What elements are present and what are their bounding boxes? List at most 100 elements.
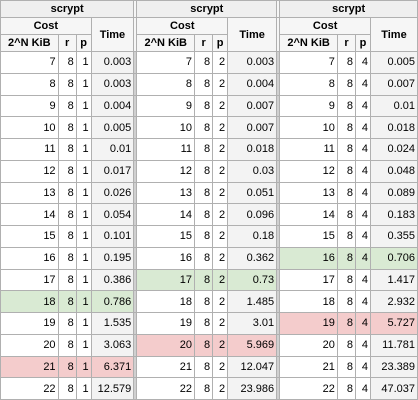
block-2-time-header: Time: [227, 17, 278, 52]
log2-kib-cell: 14: [279, 203, 338, 226]
time-cell: 0.089: [369, 181, 418, 205]
log2-kib-cell: 12: [136, 159, 196, 183]
table-row: 9 8 1 0.004 9 8 2 0.007 9 8 4 0.01: [0, 94, 418, 118]
p-cell: 1: [75, 203, 92, 226]
r-cell: 8: [194, 290, 214, 313]
r-cell: 8: [57, 116, 77, 139]
table-row: 22 8 1 12.579 22 8 2 23.986 22 8 4 47.037: [0, 377, 418, 400]
p-cell: 4: [355, 268, 371, 292]
r-cell: 8: [57, 246, 77, 270]
log2-kib-cell: 14: [0, 203, 59, 226]
block-separator: [133, 17, 138, 52]
p-cell: 2: [212, 268, 229, 292]
time-cell: 0.386: [90, 268, 135, 292]
r-cell: 8: [57, 355, 77, 379]
r-cell: 8: [336, 355, 357, 379]
time-cell: 0.054: [90, 203, 135, 226]
r-cell: 8: [57, 72, 77, 96]
table-row: 19 8 1 1.535 19 8 2 3.01 19 8 4 5.727: [0, 312, 418, 335]
time-cell: 1.485: [227, 290, 278, 313]
table-row: 14 8 1 0.054 14 8 2 0.096 14 8 4 0.183: [0, 203, 418, 226]
log2-kib-cell: 8: [279, 72, 338, 96]
time-cell: 0.004: [90, 94, 135, 118]
time-cell: 3.01: [227, 312, 278, 335]
p-cell: 4: [355, 94, 371, 118]
log2-kib-cell: 7: [136, 51, 196, 74]
p-cell: 1: [75, 94, 92, 118]
p-cell: 2: [212, 72, 229, 96]
time-cell: 23.389: [369, 355, 418, 379]
time-cell: 0.003: [90, 51, 135, 74]
p-cell: 4: [355, 290, 371, 313]
r-cell: 8: [336, 116, 357, 139]
r-cell: 8: [57, 51, 77, 74]
time-cell: 0.01: [90, 138, 135, 161]
r-cell: 8: [57, 290, 77, 313]
block-3-time-header: Time: [369, 17, 418, 52]
r-cell: 8: [336, 72, 357, 96]
log2-kib-cell: 18: [0, 290, 59, 313]
log2-kib-cell: 11: [279, 138, 338, 161]
time-cell: 3.063: [90, 333, 135, 357]
log2-kib-cell: 21: [0, 355, 59, 379]
p-cell: 4: [355, 312, 371, 335]
log2-kib-cell: 22: [0, 377, 59, 400]
p-cell: 4: [355, 333, 371, 357]
block-2-n-header: 2^N KiB: [136, 34, 196, 52]
log2-kib-cell: 8: [136, 72, 196, 96]
p-cell: 1: [75, 355, 92, 379]
r-cell: 8: [194, 72, 214, 96]
r-cell: 8: [57, 377, 77, 400]
p-cell: 1: [75, 72, 92, 96]
time-cell: 0.183: [369, 203, 418, 226]
time-cell: 0.018: [369, 116, 418, 139]
log2-kib-cell: 19: [279, 312, 338, 335]
r-cell: 8: [194, 246, 214, 270]
time-cell: 0.005: [369, 51, 418, 74]
log2-kib-cell: 18: [136, 290, 196, 313]
p-cell: 2: [212, 355, 229, 379]
p-cell: 4: [355, 159, 371, 183]
log2-kib-cell: 20: [136, 333, 196, 357]
r-cell: 8: [336, 203, 357, 226]
p-cell: 4: [355, 51, 371, 74]
p-cell: 2: [212, 312, 229, 335]
time-cell: 0.101: [90, 225, 135, 248]
r-cell: 8: [57, 268, 77, 292]
p-cell: 1: [75, 312, 92, 335]
log2-kib-cell: 21: [136, 355, 196, 379]
log2-kib-cell: 13: [0, 181, 59, 205]
r-cell: 8: [194, 159, 214, 183]
p-cell: 4: [355, 203, 371, 226]
p-cell: 1: [75, 377, 92, 400]
log2-kib-cell: 17: [0, 268, 59, 292]
time-cell: 0.18: [227, 225, 278, 248]
p-cell: 2: [212, 181, 229, 205]
p-cell: 4: [355, 225, 371, 248]
log2-kib-cell: 12: [0, 159, 59, 183]
log2-kib-cell: 13: [136, 181, 196, 205]
table-row: 21 8 1 6.371 21 8 2 12.047 21 8 4 23.389: [0, 355, 418, 379]
p-cell: 1: [75, 333, 92, 357]
block-2-cost-header: Cost: [136, 17, 229, 35]
r-cell: 8: [194, 355, 214, 379]
log2-kib-cell: 16: [136, 246, 196, 270]
r-cell: 8: [194, 203, 214, 226]
time-cell: 0.195: [90, 246, 135, 270]
p-cell: 1: [75, 268, 92, 292]
time-cell: 0.003: [227, 51, 278, 74]
time-cell: 47.037: [369, 377, 418, 400]
log2-kib-cell: 7: [279, 51, 338, 74]
r-cell: 8: [194, 181, 214, 205]
table-row: 11 8 1 0.01 11 8 2 0.018 11 8 4 0.024: [0, 138, 418, 161]
block-1-title: scrypt: [0, 0, 135, 18]
log2-kib-cell: 16: [0, 246, 59, 270]
log2-kib-cell: 9: [0, 94, 59, 118]
p-cell: 4: [355, 72, 371, 96]
time-cell: 12.579: [90, 377, 135, 400]
time-cell: 0.024: [369, 138, 418, 161]
log2-kib-cell: 17: [136, 268, 196, 292]
time-cell: 0.362: [227, 246, 278, 270]
